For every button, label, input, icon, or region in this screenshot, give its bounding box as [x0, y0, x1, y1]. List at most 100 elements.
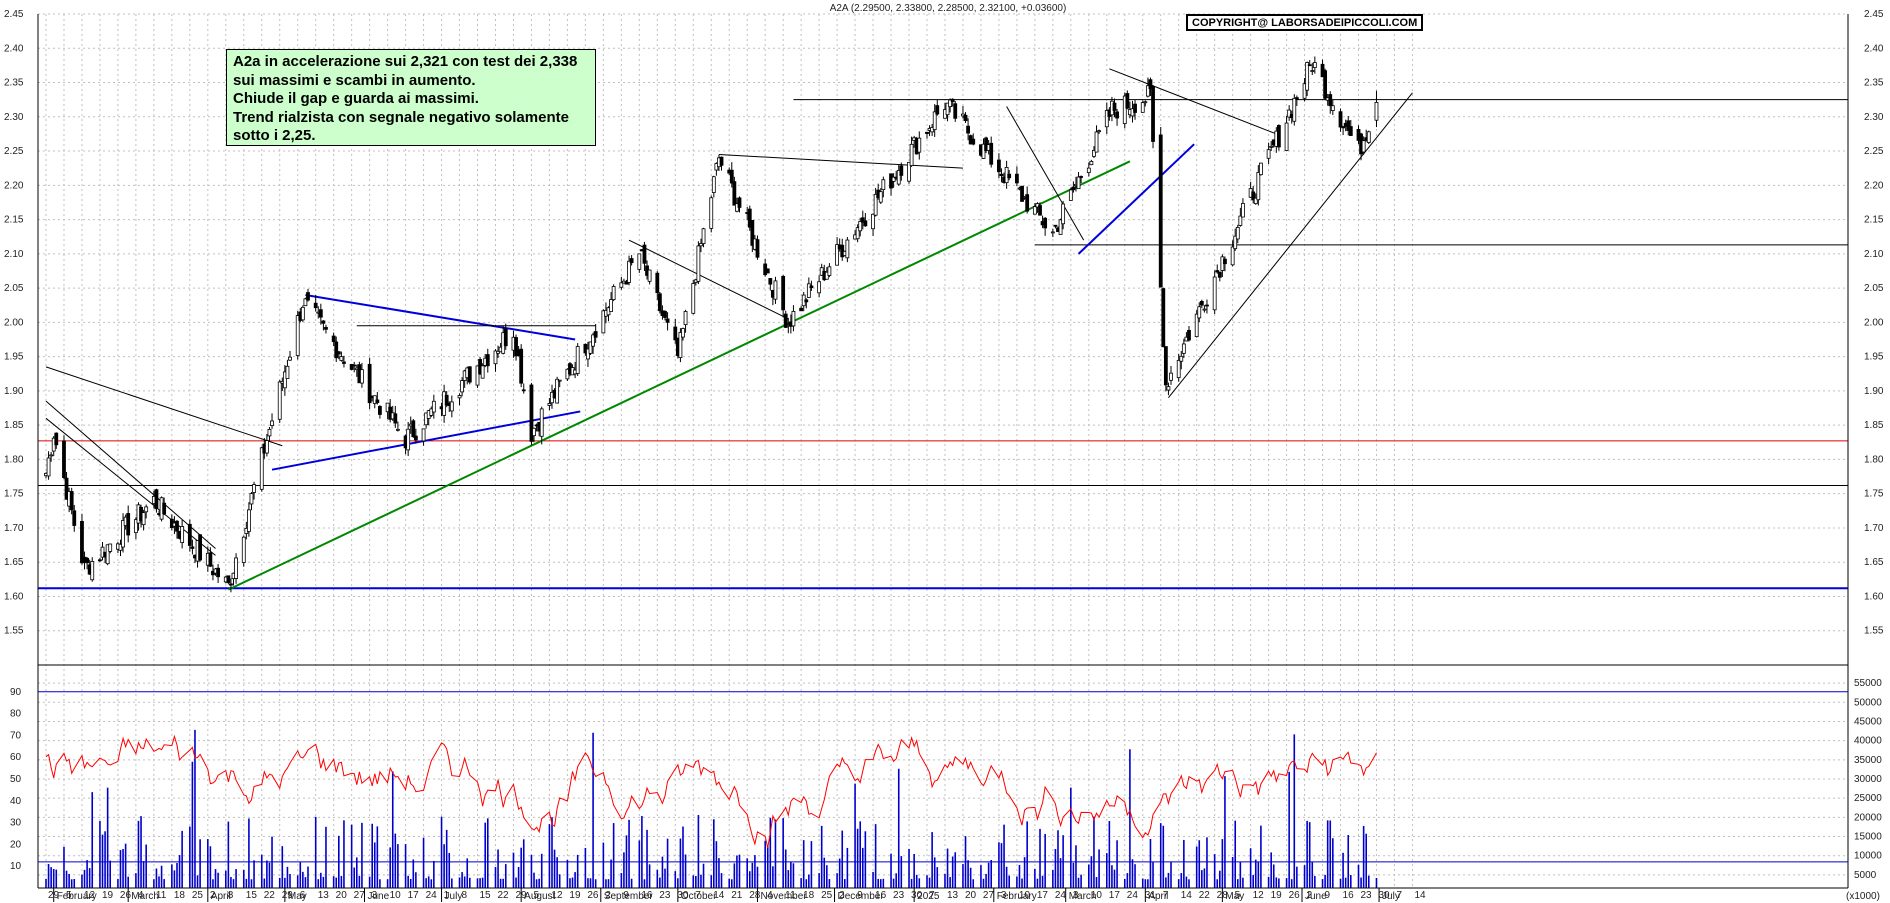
trendline-black [628, 239, 789, 320]
candle-body [1197, 306, 1202, 319]
x-tick-label: 10 [1019, 890, 1031, 901]
candle-body [339, 356, 344, 361]
candle-body [588, 341, 593, 354]
candle-body [1310, 70, 1315, 72]
month-label: 2025 [917, 891, 940, 902]
x-tick-label: 2 [839, 890, 845, 901]
y-tick-label: 2.30 [4, 112, 24, 123]
x-tick-label: 2 [605, 890, 611, 901]
candle-body [711, 176, 716, 193]
candle-body [799, 307, 804, 312]
candle-body [917, 137, 922, 153]
x-tick-label: 25 [821, 890, 833, 901]
candle-body [1133, 103, 1137, 113]
candle-body [413, 435, 418, 441]
x-tick-label: 14 [713, 890, 725, 901]
candle-body [85, 557, 89, 564]
candle-body [935, 105, 940, 115]
volume-tick-label: 10000 [1854, 851, 1882, 862]
candle-body [449, 401, 454, 412]
candle-body [1025, 194, 1030, 212]
candle-body [313, 302, 318, 309]
note-line: sui massimi e scambi in aumento. [233, 71, 476, 89]
x-tick-label: 22 [1199, 890, 1211, 901]
y-tick-label: 2.15 [4, 215, 24, 226]
volume-tick-label: 50000 [1854, 697, 1882, 708]
trendline-blue-2025 [1077, 143, 1195, 255]
candle-body [945, 102, 950, 116]
axes [37, 14, 1849, 902]
volume-tick-label: 25000 [1854, 793, 1882, 804]
candle-body [375, 399, 380, 403]
candle-body [1053, 224, 1058, 227]
x-tick-label: 8 [462, 890, 468, 901]
x-tick-label: 24 [1055, 890, 1067, 901]
x-tick-label: 12 [1253, 890, 1265, 901]
y-tick-label: 2.40 [4, 43, 24, 54]
candle-body [241, 536, 246, 563]
candle-body [586, 348, 590, 360]
candle-body [270, 420, 274, 426]
price-candles [44, 56, 1379, 593]
candle-body [80, 521, 84, 564]
candle-body [1212, 276, 1217, 311]
x-tick-label: 22 [497, 890, 509, 901]
x-tick-label: 19 [569, 890, 581, 901]
candle-body [737, 197, 742, 208]
candle-body [971, 138, 976, 145]
chart-header: A2A (2.29500, 2.33800, 2.28500, 2.32100,… [830, 3, 1067, 14]
candle-body [503, 328, 508, 347]
candle-body [773, 280, 778, 300]
candle-body [899, 165, 904, 176]
candle-body [747, 208, 752, 228]
candle-body [781, 275, 786, 311]
candle-body [1169, 372, 1173, 381]
candle-body [318, 309, 323, 318]
candle-body [1202, 308, 1207, 311]
candle-body [732, 181, 737, 206]
candle-body [49, 454, 54, 457]
month-label: February [57, 891, 97, 902]
candle-body [324, 327, 328, 330]
candle-body [1312, 62, 1317, 69]
y-tick-label-right: 1.95 [1864, 352, 1884, 363]
candle-body [948, 99, 953, 107]
month-label: December [838, 891, 885, 902]
candle-body [342, 361, 346, 364]
candle-body [755, 239, 760, 258]
month-label: November [760, 891, 807, 902]
candle-body [1287, 109, 1292, 118]
candle-body [1338, 111, 1343, 128]
candle-body [1043, 217, 1048, 229]
candle-body [1194, 313, 1199, 338]
candle-body [180, 526, 185, 543]
month-label: March [1069, 891, 1097, 902]
candle-body [827, 266, 832, 276]
candle-body [593, 331, 598, 338]
x-tick-label: 15 [480, 890, 492, 901]
tick-labels: 29 5 12 19 26 4 11 18 25 2 8 15 22 29 6 13 20 27 3 10 17 24 1 8… [4, 9, 1884, 902]
candle-body [557, 379, 562, 382]
x-tick-label: 19 [1271, 890, 1283, 901]
month-label: May [288, 891, 307, 902]
y-tick-label-right: 2.25 [1864, 146, 1884, 157]
volume-tick-label: 20000 [1854, 812, 1882, 823]
x-tick-label: 26 [587, 890, 599, 901]
osc-tick-label: 10 [10, 861, 22, 872]
candle-body [1143, 101, 1148, 104]
x-tick-label: 7 [929, 890, 935, 901]
trendline-black [1168, 92, 1413, 399]
y-tick-label: 2.20 [4, 180, 24, 191]
candle-body [817, 281, 822, 294]
y-tick-label: 1.65 [4, 557, 24, 568]
x-tick-label: 19 [102, 890, 114, 901]
candle-body [514, 337, 518, 357]
y-tick-label-right: 2.40 [1864, 43, 1884, 54]
candle-body [1341, 126, 1345, 129]
candle-body [321, 320, 326, 324]
candle-body [1269, 145, 1274, 148]
candle-body [264, 440, 269, 454]
candle-body [190, 546, 195, 549]
candle-body [46, 457, 51, 477]
candle-body [858, 221, 863, 232]
